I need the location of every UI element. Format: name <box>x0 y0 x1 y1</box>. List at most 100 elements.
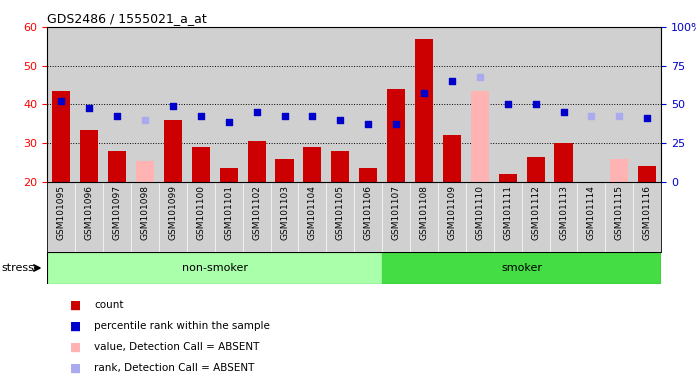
Bar <box>80 130 98 182</box>
Text: GSM101115: GSM101115 <box>615 185 624 240</box>
Bar <box>299 27 326 182</box>
Text: GSM101101: GSM101101 <box>224 185 233 240</box>
Bar <box>470 91 489 182</box>
Bar <box>382 252 661 284</box>
Point <box>167 103 178 109</box>
Bar <box>164 120 182 182</box>
Point <box>390 121 402 127</box>
Bar <box>354 27 382 182</box>
Text: GSM101106: GSM101106 <box>364 185 373 240</box>
Bar <box>187 27 215 182</box>
Point <box>307 113 318 119</box>
Bar <box>583 182 601 197</box>
Point <box>363 121 374 127</box>
Point <box>251 109 262 115</box>
Bar <box>415 39 433 182</box>
Point <box>139 117 150 123</box>
Text: GSM101112: GSM101112 <box>531 185 540 240</box>
Text: stress: stress <box>1 263 34 273</box>
Bar <box>75 27 103 182</box>
Text: smoker: smoker <box>501 263 542 273</box>
Text: value, Detection Call = ABSENT: value, Detection Call = ABSENT <box>94 343 260 353</box>
Point <box>418 90 429 96</box>
Text: count: count <box>94 300 123 310</box>
Bar <box>47 27 75 182</box>
Bar <box>498 174 517 182</box>
Point <box>335 117 346 123</box>
Bar <box>550 27 578 182</box>
Bar <box>522 27 550 182</box>
Bar <box>108 151 126 182</box>
Bar <box>331 151 349 182</box>
Bar <box>387 89 405 182</box>
Point <box>56 98 67 104</box>
Bar <box>243 27 271 182</box>
Text: GSM101100: GSM101100 <box>196 185 205 240</box>
Text: GSM101107: GSM101107 <box>392 185 401 240</box>
Text: GSM101103: GSM101103 <box>280 185 289 240</box>
Bar <box>527 157 545 182</box>
Point <box>474 74 485 80</box>
Bar <box>610 159 628 182</box>
Text: GSM101110: GSM101110 <box>475 185 484 240</box>
Bar <box>382 27 410 182</box>
Text: GDS2486 / 1555021_a_at: GDS2486 / 1555021_a_at <box>47 12 207 25</box>
Bar <box>52 91 70 182</box>
Text: GSM101116: GSM101116 <box>642 185 651 240</box>
Text: GSM101105: GSM101105 <box>335 185 345 240</box>
Text: GSM101111: GSM101111 <box>503 185 512 240</box>
Bar <box>466 27 493 182</box>
Text: GSM101097: GSM101097 <box>113 185 122 240</box>
Text: ■: ■ <box>70 299 81 312</box>
Text: GSM101114: GSM101114 <box>587 185 596 240</box>
Text: GSM101102: GSM101102 <box>252 185 261 240</box>
Bar <box>103 27 131 182</box>
Point <box>502 101 513 108</box>
Bar <box>443 136 461 182</box>
Bar <box>493 27 522 182</box>
Bar <box>359 169 377 182</box>
Point <box>111 113 122 119</box>
Point <box>530 101 541 108</box>
Bar <box>215 27 243 182</box>
Bar <box>578 27 606 182</box>
Point <box>446 78 457 84</box>
Point <box>84 105 95 111</box>
Point <box>558 109 569 115</box>
Bar <box>606 27 633 182</box>
Text: ■: ■ <box>70 320 81 333</box>
Bar <box>303 147 322 182</box>
Point <box>195 113 206 119</box>
Bar <box>248 141 266 182</box>
Point <box>614 113 625 119</box>
Text: rank, Detection Call = ABSENT: rank, Detection Call = ABSENT <box>94 364 254 374</box>
Text: GSM101109: GSM101109 <box>448 185 457 240</box>
Bar <box>191 147 210 182</box>
Text: GSM101108: GSM101108 <box>420 185 429 240</box>
Bar <box>271 27 299 182</box>
Text: ■: ■ <box>70 362 81 375</box>
Bar <box>555 143 573 182</box>
Text: GSM101096: GSM101096 <box>85 185 94 240</box>
Bar <box>638 167 656 182</box>
Text: GSM101113: GSM101113 <box>559 185 568 240</box>
Bar <box>159 27 187 182</box>
Text: non-smoker: non-smoker <box>182 263 248 273</box>
Bar <box>276 159 294 182</box>
Text: GSM101098: GSM101098 <box>141 185 150 240</box>
Bar <box>47 252 382 284</box>
Bar <box>410 27 438 182</box>
Bar <box>633 27 661 182</box>
Text: GSM101104: GSM101104 <box>308 185 317 240</box>
Bar <box>220 169 238 182</box>
Bar <box>136 161 154 182</box>
Point <box>223 119 235 125</box>
Point <box>279 113 290 119</box>
Text: percentile rank within the sample: percentile rank within the sample <box>94 321 270 331</box>
Point <box>586 113 597 119</box>
Bar <box>131 27 159 182</box>
Bar <box>326 27 354 182</box>
Text: ■: ■ <box>70 341 81 354</box>
Point <box>642 115 653 121</box>
Bar <box>438 27 466 182</box>
